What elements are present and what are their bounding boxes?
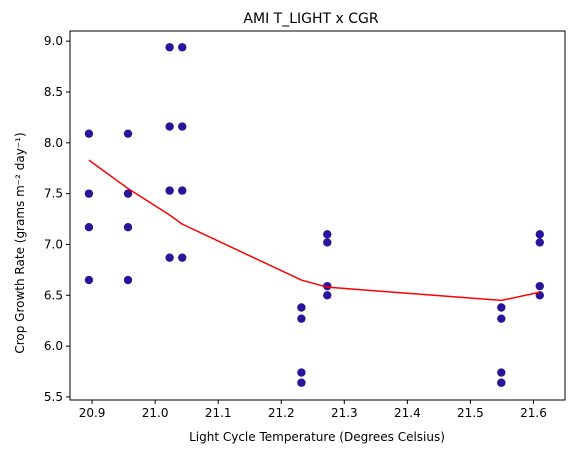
fit-line-layer <box>88 159 540 302</box>
data-point-21 <box>323 238 332 247</box>
x-tick-label-6: 21.5 <box>457 406 484 420</box>
data-point-13 <box>178 122 187 131</box>
fit-line <box>88 159 540 302</box>
data-point-16 <box>297 303 306 312</box>
data-point-11 <box>165 253 174 262</box>
x-tick-label-3: 21.2 <box>268 406 295 420</box>
points-layer <box>84 43 544 387</box>
x-tick-label-5: 21.4 <box>394 406 421 420</box>
y-tick-label-1: 6.0 <box>44 339 63 353</box>
data-point-27 <box>497 378 506 387</box>
x-tick-label-7: 21.6 <box>520 406 547 420</box>
data-point-10 <box>165 186 174 195</box>
data-point-1 <box>84 189 94 198</box>
x-tick-label-4: 21.3 <box>331 406 358 420</box>
data-point-12 <box>178 43 187 52</box>
y-tick-label-3: 7.0 <box>44 237 63 251</box>
data-point-30 <box>535 281 544 291</box>
data-point-4 <box>123 129 133 138</box>
data-point-28 <box>535 230 544 239</box>
data-point-24 <box>497 303 506 312</box>
data-point-0 <box>84 129 94 138</box>
data-point-22 <box>323 281 332 291</box>
x-tick-label-1: 21.0 <box>142 406 169 420</box>
data-point-2 <box>84 222 94 232</box>
data-point-20 <box>323 230 332 239</box>
data-point-5 <box>123 189 133 198</box>
y-tick-label-2: 6.5 <box>44 288 63 302</box>
y-axis-ticks: 5.5 6.0 6.5 7.0 7.5 8.0 8.5 9.0 <box>44 34 70 404</box>
data-point-29 <box>535 238 544 247</box>
data-point-17 <box>297 314 306 323</box>
data-point-3 <box>84 275 94 285</box>
x-tick-label-2: 21.1 <box>205 406 232 420</box>
y-tick-label-5: 8.0 <box>44 136 63 150</box>
data-point-23 <box>323 291 332 300</box>
data-point-15 <box>178 253 187 262</box>
data-point-18 <box>297 368 306 377</box>
y-tick-label-6: 8.5 <box>44 85 63 99</box>
data-point-25 <box>497 314 506 323</box>
data-point-26 <box>497 368 506 377</box>
data-point-6 <box>123 222 133 232</box>
chart-title: AMI T_LIGHT x CGR <box>243 11 378 27</box>
plot-frame <box>69 30 566 401</box>
y-tick-label-0: 5.5 <box>44 390 63 404</box>
data-point-8 <box>165 43 174 52</box>
x-axis-ticks: 20.9 21.0 21.1 21.2 21.3 21.4 21.5 21.6 <box>79 400 547 420</box>
y-tick-label-7: 9.0 <box>44 34 63 48</box>
y-tick-label-4: 7.5 <box>44 187 63 201</box>
data-point-7 <box>123 275 133 285</box>
x-tick-label-0: 20.9 <box>79 406 106 420</box>
data-point-19 <box>297 378 306 387</box>
data-point-9 <box>165 122 174 131</box>
y-axis-label: Crop Growth Rate (grams m⁻² day⁻¹) <box>13 132 27 353</box>
x-axis-label: Light Cycle Temperature (Degrees Celsius… <box>189 430 445 444</box>
data-point-14 <box>178 186 187 195</box>
